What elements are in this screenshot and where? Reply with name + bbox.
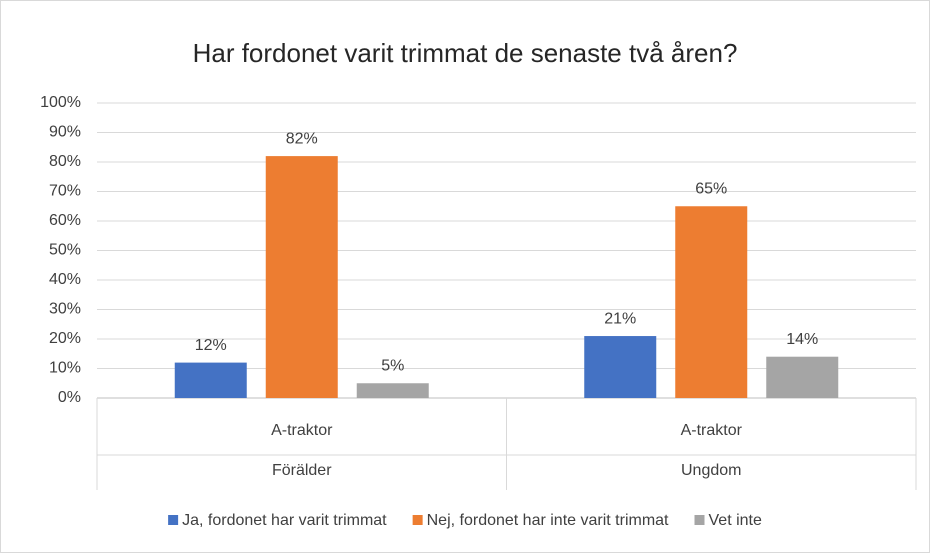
bar bbox=[675, 206, 748, 398]
data-label: 12% bbox=[195, 337, 227, 354]
legend-swatch bbox=[694, 515, 705, 525]
y-tick-label: 60% bbox=[49, 212, 81, 229]
bar bbox=[174, 362, 247, 398]
legend-label: Vet inte bbox=[709, 512, 762, 529]
y-tick-label: 80% bbox=[49, 153, 81, 170]
group-label: Ungdom bbox=[681, 462, 741, 479]
y-tick-label: 100% bbox=[40, 94, 81, 111]
legend-swatch bbox=[168, 515, 179, 525]
data-label: 14% bbox=[786, 331, 818, 348]
data-label: 65% bbox=[695, 180, 727, 197]
chart-title: Har fordonet varit trimmat de senaste tv… bbox=[193, 38, 738, 68]
y-tick-label: 70% bbox=[49, 183, 81, 200]
y-tick-label: 0% bbox=[58, 389, 81, 406]
y-tick-label: 50% bbox=[49, 242, 81, 259]
legend-swatch bbox=[412, 515, 423, 525]
legend-label: Nej, fordonet har inte varit trimmat bbox=[427, 512, 669, 529]
data-label: 5% bbox=[381, 357, 404, 374]
bar bbox=[265, 156, 338, 398]
x-tick-label: A-traktor bbox=[271, 422, 333, 439]
bar bbox=[356, 383, 429, 398]
bar bbox=[584, 336, 657, 398]
y-tick-label: 30% bbox=[49, 301, 81, 318]
y-tick-label: 10% bbox=[49, 360, 81, 377]
y-tick-label: 40% bbox=[49, 271, 81, 288]
bar bbox=[766, 356, 839, 398]
group-label: Förälder bbox=[272, 462, 332, 479]
data-label: 82% bbox=[286, 130, 318, 147]
legend-label: Ja, fordonet har varit trimmat bbox=[182, 512, 387, 529]
x-tick-label: A-traktor bbox=[681, 422, 743, 439]
y-tick-label: 90% bbox=[49, 124, 81, 141]
data-label: 21% bbox=[604, 310, 636, 327]
y-tick-label: 20% bbox=[49, 330, 81, 347]
